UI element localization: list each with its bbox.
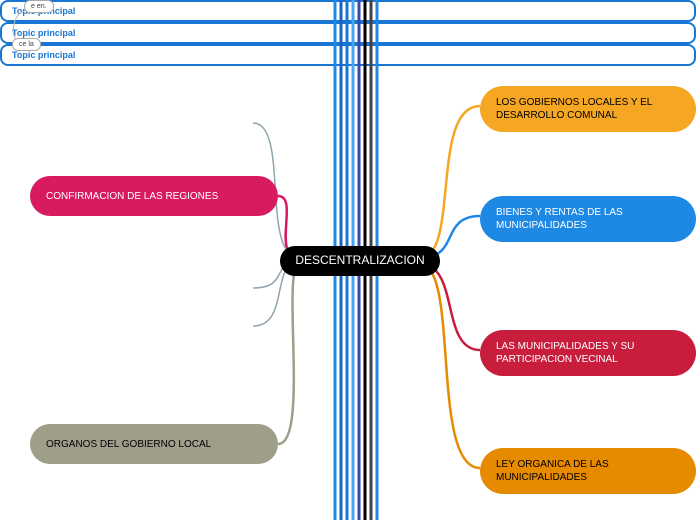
branch-organos-gobierno[interactable]: ORGANOS DEL GOBIERNO LOCAL <box>30 424 278 464</box>
branch-municipalidades-participacion[interactable]: LAS MUNICIPALIDADES Y SU PARTICIPACION V… <box>480 330 696 376</box>
tiny-tiny1: e en. <box>24 0 54 13</box>
branch-confirmacion-regiones[interactable]: CONFIRMACION DE LAS REGIONES <box>30 176 278 216</box>
tiny-tiny2: ce la <box>12 38 41 51</box>
branch-label: LOS GOBIERNOS LOCALES Y EL DESARROLLO CO… <box>496 96 680 122</box>
branch-ley-organica[interactable]: LEY ORGANICA DE LAS MUNICIPALIDADES <box>480 448 696 494</box>
branch-label: LAS MUNICIPALIDADES Y SU PARTICIPACION V… <box>496 340 680 366</box>
branch-label: ORGANOS DEL GOBIERNO LOCAL <box>46 438 211 451</box>
center-label: DESCENTRALIZACION <box>295 253 424 269</box>
branch-bienes-rentas[interactable]: BIENES Y RENTAS DE LAS MUNICIPALIDADES <box>480 196 696 242</box>
branch-gobiernos-locales[interactable]: LOS GOBIERNOS LOCALES Y EL DESARROLLO CO… <box>480 86 696 132</box>
branch-label: LEY ORGANICA DE LAS MUNICIPALIDADES <box>496 458 680 484</box>
branch-label: BIENES Y RENTAS DE LAS MUNICIPALIDADES <box>496 206 680 232</box>
branch-label: CONFIRMACION DE LAS REGIONES <box>46 190 218 203</box>
center-node[interactable]: DESCENTRALIZACION <box>280 246 440 276</box>
